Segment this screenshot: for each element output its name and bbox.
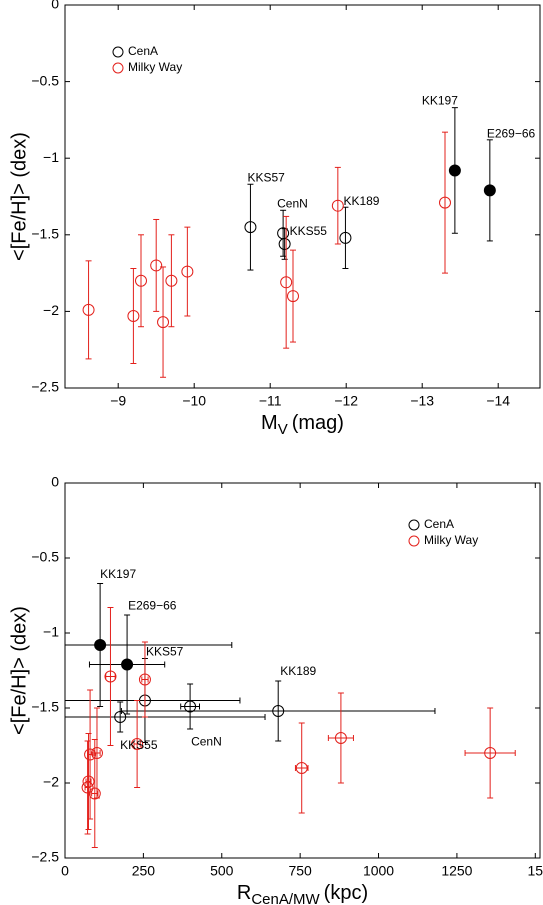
point-label: KK189 — [280, 664, 316, 678]
x-tick-label: 500 — [210, 863, 234, 879]
data-point — [184, 700, 197, 713]
legend-marker — [112, 46, 124, 58]
x-axis-label: MV (mag) — [261, 412, 344, 438]
data-point — [138, 673, 151, 686]
data-point — [278, 237, 291, 250]
data-point — [287, 290, 299, 303]
data-point — [104, 670, 117, 683]
x-axis-label-main: M — [261, 412, 278, 434]
data-point — [439, 196, 451, 209]
data-point — [165, 274, 178, 287]
plot-area — [82, 107, 496, 378]
x-tick-label: 0 — [61, 863, 69, 879]
data-point — [244, 221, 257, 234]
point-label: KKS55 — [290, 224, 328, 238]
y-tick-label: −1 — [43, 624, 59, 640]
x-axis-label-main: R — [237, 882, 251, 904]
x-tick-label: 250 — [132, 863, 156, 879]
legend-label: CenA — [424, 517, 454, 531]
data-point — [295, 762, 308, 774]
data-point — [157, 316, 170, 329]
plot-area — [65, 583, 516, 848]
point-label: KK197 — [100, 567, 136, 581]
data-point — [331, 199, 344, 212]
point-label: CenN — [191, 735, 222, 749]
y-axis-label: <[Fe/H]> (dex) — [8, 606, 30, 735]
data-point — [483, 184, 496, 197]
point-label: KK189 — [343, 194, 379, 208]
data-point — [121, 658, 134, 671]
data-point — [150, 259, 163, 272]
data-point — [135, 274, 147, 287]
x-tick-label: −11 — [259, 393, 282, 409]
data-point — [81, 781, 94, 794]
data-point — [334, 732, 347, 744]
legend-label: CenA — [128, 44, 158, 58]
legend-marker — [112, 62, 124, 74]
y-tick-label: −2 — [43, 302, 59, 318]
y-tick-label: −1.5 — [31, 226, 59, 242]
data-point — [272, 705, 285, 717]
legend-marker — [408, 535, 420, 547]
x-tick-label: −14 — [486, 393, 510, 409]
x-tick-label: −9 — [110, 393, 126, 409]
data-point — [90, 747, 103, 759]
data-point — [131, 738, 144, 750]
data-point — [82, 303, 95, 316]
data-point — [484, 747, 497, 759]
x-axis-label-sub: CenA/MW — [251, 891, 320, 905]
legend-label: Milky Way — [424, 533, 478, 547]
x-tick-label: 1250 — [441, 863, 472, 879]
legend-marker — [408, 519, 420, 531]
data-point — [181, 265, 194, 278]
y-axis-label: <[Fe/H]> (dex) — [8, 132, 30, 261]
data-point — [448, 164, 461, 177]
x-tick-label: −12 — [334, 393, 358, 409]
x-tick-label: 15 — [528, 863, 543, 879]
data-point — [339, 231, 352, 244]
y-tick-label: −2 — [43, 774, 59, 790]
y-tick-label: −2.5 — [31, 849, 59, 865]
point-label: E269−66 — [128, 599, 177, 613]
x-axis-label-unit: (mag) — [292, 412, 344, 434]
plot-frame — [64, 4, 541, 389]
point-label: KK197 — [422, 94, 458, 108]
data-point — [114, 711, 127, 723]
legend-label: Milky Way — [128, 60, 182, 74]
x-axis-label: RCenA/MW (kpc) — [237, 882, 368, 905]
data-point — [94, 639, 107, 651]
x-tick-label: 1000 — [363, 863, 394, 879]
point-label: E269−66 — [487, 127, 536, 141]
x-tick-label: 750 — [288, 863, 312, 879]
point-label: KKS57 — [146, 645, 184, 659]
x-tick-label: −13 — [410, 393, 434, 409]
y-tick-label: −0.5 — [31, 549, 59, 565]
plot-frame — [64, 482, 541, 859]
point-label: KKS55 — [120, 738, 158, 752]
data-point — [280, 276, 293, 289]
data-point — [88, 787, 101, 800]
x-axis-label-sub: V — [278, 421, 288, 438]
y-tick-label: −1.5 — [31, 699, 59, 715]
data-point — [84, 748, 97, 761]
y-tick-label: −1 — [43, 149, 59, 165]
x-axis-label-unit: (kpc) — [324, 882, 368, 904]
data-point — [127, 309, 140, 322]
x-tick-label: −10 — [182, 393, 206, 409]
y-tick-label: −0.5 — [31, 72, 59, 88]
y-tick-label: 0 — [51, 0, 59, 12]
y-tick-label: −2.5 — [31, 379, 59, 395]
y-tick-label: 0 — [51, 474, 59, 490]
point-label: KKS57 — [247, 170, 285, 184]
point-label: CenN — [277, 196, 308, 210]
